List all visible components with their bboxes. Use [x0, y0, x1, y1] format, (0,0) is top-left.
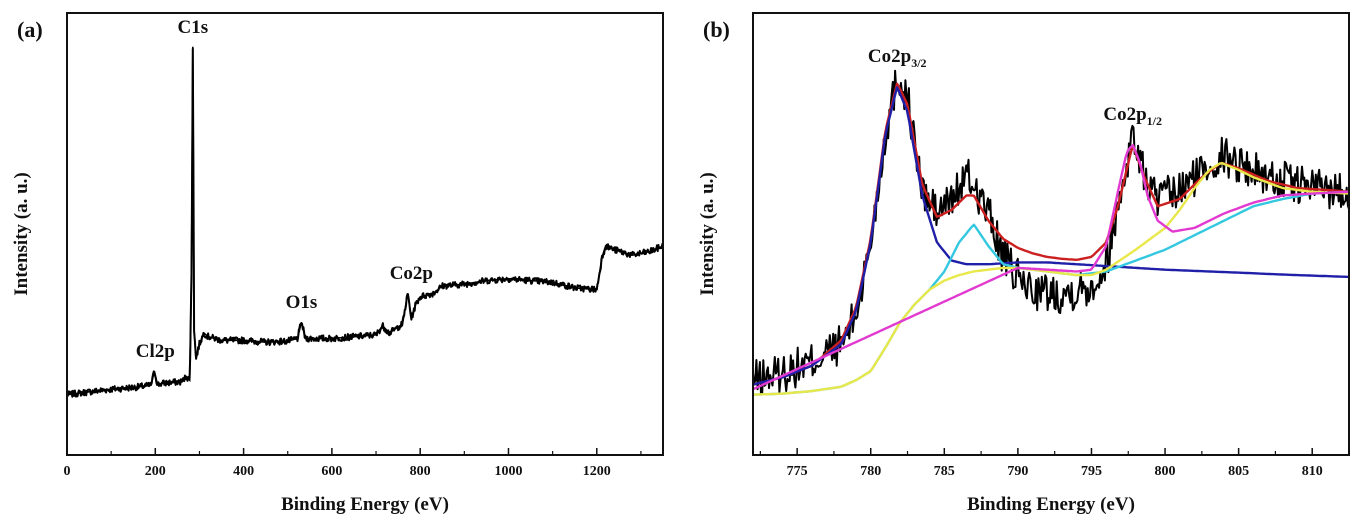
x-tick-label: 790: [1007, 464, 1028, 479]
series-line-5: [753, 144, 1349, 391]
x-tick-label: 200: [145, 464, 166, 479]
series-line-4: [753, 162, 1349, 396]
series-line-1: [753, 82, 1349, 386]
peak-label: O1s: [286, 292, 318, 313]
series-line-2: [753, 86, 1349, 386]
x-tick-label: 785: [934, 464, 955, 479]
x-tick-label: 600: [321, 464, 342, 479]
x-axis-label: Binding Energy (eV): [967, 494, 1135, 515]
plot-frame: [752, 12, 1350, 456]
panel-a-survey-spectrum: 0 200 400 600 800 1000 1200 Binding Energy (eV)…: [11, 12, 664, 515]
x-tick-label: 400: [233, 464, 254, 479]
series-line-0: [753, 69, 1349, 396]
panel-label: (b): [703, 17, 730, 42]
peak-label: Co2p: [390, 263, 433, 284]
plot-frame: [66, 12, 664, 456]
peak-label: Cl2p: [136, 341, 175, 362]
peak-label: Co2p3/2: [868, 46, 927, 70]
x-tick-label: 780: [860, 464, 881, 479]
x-tick-label: 1200: [583, 464, 611, 479]
peak-label: Co2p1/2: [1103, 104, 1162, 128]
series-line-envelope: [67, 46, 663, 396]
panel-label: (a): [17, 17, 43, 42]
x-tick-label: 775: [787, 464, 808, 479]
peak-label: C1s: [178, 17, 209, 38]
x-tick-label: 1000: [494, 464, 522, 479]
x-tick-label: 810: [1302, 464, 1323, 479]
x-axis-label: Binding Energy (eV): [281, 494, 449, 515]
y-axis-label: Intensity (a. u.): [697, 172, 718, 296]
x-tick-label: 800: [1155, 464, 1176, 479]
panel-b-co2p-spectrum: 775 780 785 790 795 800 805 810 Binding Energy (…: [697, 12, 1350, 515]
x-tick-label: 805: [1228, 464, 1249, 479]
x-tick-label: 800: [410, 464, 431, 479]
x-tick-label: 0: [64, 464, 71, 479]
y-axis-label: Intensity (a. u.): [11, 172, 32, 296]
series-group: [753, 69, 1349, 396]
x-tick-label: 795: [1081, 464, 1102, 479]
series-group: [67, 46, 663, 398]
